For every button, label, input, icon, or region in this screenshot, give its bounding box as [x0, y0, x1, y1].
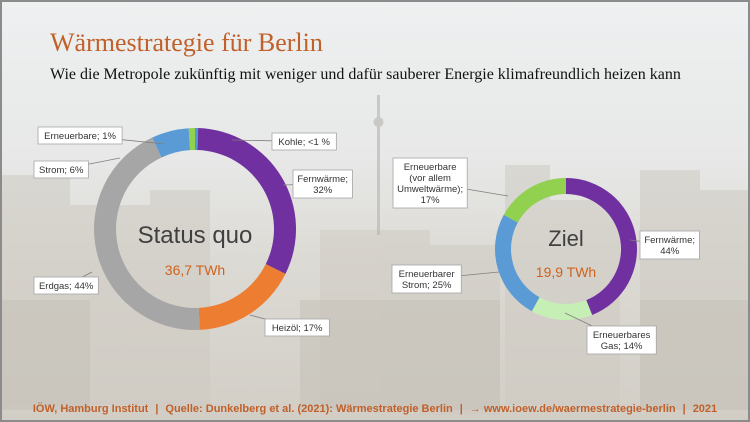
slide-subtitle: Wie die Metropole zukünftig mit weniger … [50, 66, 681, 83]
label-box [33, 160, 89, 179]
footer-source: Quelle: Dunkelberg et al. (2021): Wärmes… [165, 403, 453, 415]
slice-heizöl [198, 264, 286, 330]
footer-link[interactable]: → www.ioew.de/waermestrategie-berlin [469, 403, 676, 415]
label-text: Strom; 6% [39, 165, 84, 176]
slice-strom [152, 128, 191, 158]
center-label: Status quo [138, 222, 253, 249]
slice-erneuerbarer-strom [495, 214, 540, 312]
data-label-erneuerbare-vor-allem-umweltwärme: Erneuerbare (vor allem Umweltwärme); 17% [392, 157, 509, 209]
label-box [33, 276, 99, 295]
label-box [271, 132, 337, 151]
footer-year: 2021 [692, 403, 718, 415]
label-text: Fernwärme; 32% [297, 174, 348, 196]
label-text: Erdgas; 44% [39, 281, 94, 292]
slice-erneuerbare [188, 128, 195, 151]
label-box [586, 325, 657, 355]
data-label-erneuerbare: Erneuerbare; 1% [37, 126, 166, 145]
slice-fernwärme [566, 178, 637, 316]
slice-kohle [195, 128, 199, 151]
label-box [392, 157, 468, 209]
data-label-strom: Strom; 6% [33, 157, 121, 179]
slice-fernwärme [197, 128, 296, 274]
data-label-heizöl: Heizöl; 17% [249, 314, 330, 337]
label-box [37, 126, 123, 145]
slide-title: Wärmestrategie für Berlin [50, 28, 323, 57]
donut-chart-status-quo: Status quo 36,7 TWh Kohle; <1 % Fernwärme; 3… [33, 126, 353, 337]
label-text: Kohle; <1 % [278, 137, 330, 148]
footer-org: IÖW, Hamburg Institut [32, 403, 149, 415]
data-label-fernwärme: Fernwärme; 32% [282, 169, 353, 199]
slice-erdgas [94, 137, 200, 330]
label-box [639, 230, 700, 260]
label-text: Heizöl; 17% [272, 323, 323, 334]
label-box [264, 318, 330, 337]
footer: IÖW, Hamburg Institut | Quelle: Dunkelberg… [32, 403, 718, 415]
label-text: Erneuerbares Gas; 14% [593, 330, 651, 352]
label-box [391, 264, 462, 294]
data-label-erneuerbarer-strom: Erneuerbarer Strom; 25% [391, 264, 500, 294]
label-text: Erneuerbare (vor allem Umweltwärme); 17% [397, 162, 463, 206]
donut-chart-ziel: Ziel 19,9 TWh Fernwärme; 44% Erneuerbares Gas… [391, 157, 700, 355]
tv-tower-shape [373, 95, 384, 235]
label-box [292, 169, 353, 199]
data-label-kohle: Kohle; <1 % [231, 132, 337, 151]
slice-erneuerbare-vor-allem-umweltwärme [503, 178, 566, 223]
slice-erneuerbares-gas [531, 297, 593, 321]
label-text: Fernwärme; 44% [644, 235, 695, 257]
data-label-erdgas: Erdgas; 44% [33, 271, 99, 295]
label-text: Erneuerbarer Strom; 25% [399, 269, 455, 291]
data-label-erneuerbares-gas: Erneuerbares Gas; 14% [564, 312, 657, 355]
center-label: Ziel [548, 226, 583, 251]
label-text: Erneuerbare; 1% [44, 131, 116, 142]
total-label: 36,7 TWh [165, 262, 225, 278]
total-label: 19,9 TWh [536, 264, 596, 280]
data-label-fernwärme: Fernwärme; 44% [629, 230, 700, 260]
